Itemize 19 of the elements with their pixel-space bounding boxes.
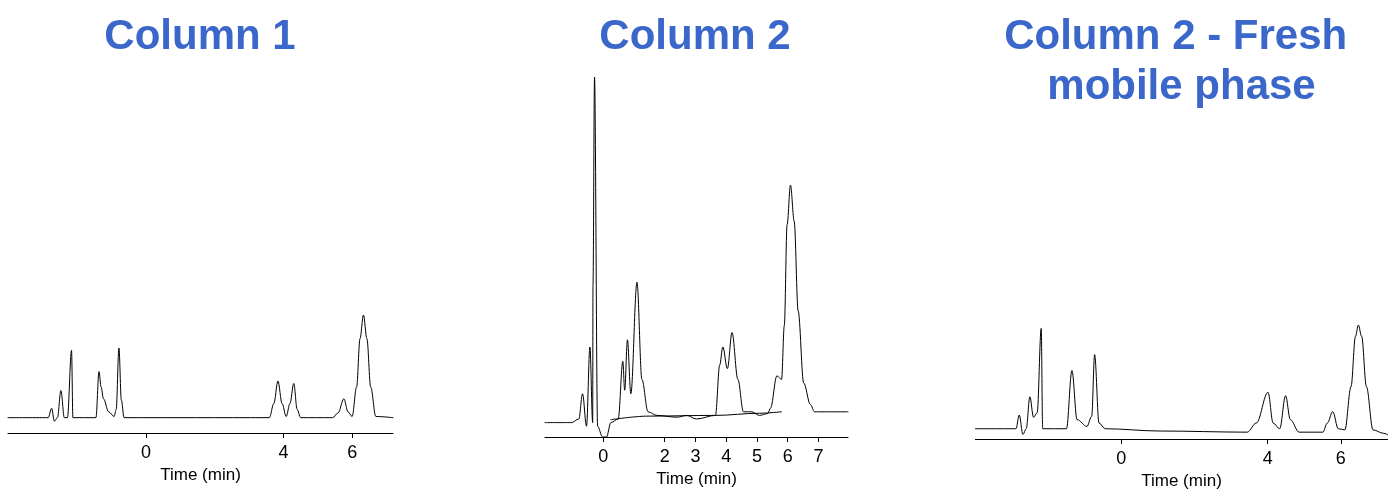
x-tick-label: 0 — [141, 442, 152, 462]
x-tick-label: 6 — [782, 446, 793, 466]
x-tick-label: 6 — [347, 442, 358, 462]
x-tick-label: 4 — [278, 442, 289, 462]
x-tick-label: 0 — [1116, 448, 1127, 468]
x-tick-label: 0 — [598, 446, 609, 466]
x-tick-label: 4 — [721, 446, 732, 466]
x-axis-title: Time (min) — [1141, 471, 1222, 490]
x-axis-title: Time (min) — [160, 465, 241, 484]
x-tick-label: 3 — [690, 446, 701, 466]
x-tick-label: 4 — [1262, 448, 1273, 468]
x-tick-label: 5 — [751, 446, 762, 466]
x-tick-label: 2 — [659, 446, 670, 466]
x-tick-label: 7 — [813, 446, 824, 466]
chart-title: Column 2 — [599, 10, 791, 58]
x-tick-label: 6 — [1335, 448, 1346, 468]
chart-title: Column 2 - Fresh mobile phase — [1004, 10, 1359, 108]
chart-title: Column 1 — [104, 10, 296, 58]
x-axis-title: Time (min) — [656, 469, 737, 488]
